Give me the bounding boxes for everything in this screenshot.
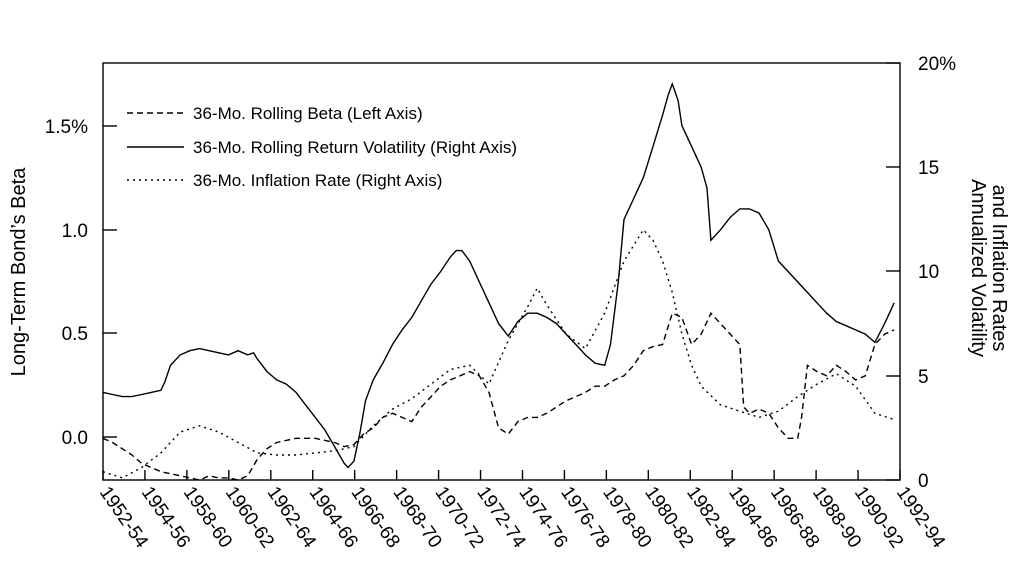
plot-frame <box>102 62 901 481</box>
series-inflation-rate <box>102 228 895 479</box>
right-axis: 0 5 10 15 20% <box>886 54 956 492</box>
left-tick-label-0: 0.0 <box>62 428 88 449</box>
left-axis-title: Long-Term Bond’s Beta <box>8 167 30 377</box>
x-axis: 1952-541954-561958-601960-621962-641964-… <box>95 470 949 552</box>
legend-label-beta: 36-Mo. Rolling Beta (Left Axis) <box>193 104 423 123</box>
legend: 36-Mo. Rolling Beta (Left Axis) 36-Mo. R… <box>127 104 517 190</box>
series-rolling-volatility <box>102 81 895 469</box>
right-axis-title-line-1: Annualized Volatility <box>967 179 989 357</box>
right-axis-title-line-2: and Inflation Rates <box>988 185 1010 352</box>
right-tick-label-0: 0 <box>918 471 929 492</box>
legend-label-inflation: 36-Mo. Inflation Rate (Right Axis) <box>193 171 442 190</box>
right-tick-label-10: 10 <box>918 262 939 283</box>
left-axis: 0.0 0.5 1.0 1.5% <box>45 117 117 449</box>
right-tick-label-5: 5 <box>918 367 929 388</box>
series-rolling-beta <box>102 311 895 481</box>
right-tick-label-15: 15 <box>918 158 939 179</box>
left-tick-label-1-5: 1.5% <box>45 117 88 138</box>
left-tick-label-0-5: 0.5 <box>62 324 88 345</box>
legend-label-volatility: 36-Mo. Rolling Return Volatility (Right … <box>193 138 517 157</box>
left-tick-label-1-0: 1.0 <box>62 221 88 242</box>
right-tick-label-20: 20% <box>918 54 956 75</box>
series-group <box>102 81 895 481</box>
